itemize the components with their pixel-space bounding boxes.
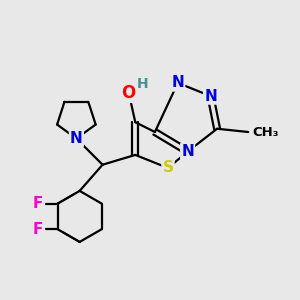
Text: N: N: [70, 131, 83, 146]
Text: F: F: [33, 196, 43, 211]
Text: N: N: [181, 144, 194, 159]
Text: CH₃: CH₃: [252, 125, 279, 139]
Text: H: H: [137, 76, 148, 91]
Text: O: O: [122, 84, 136, 102]
Text: N: N: [204, 88, 217, 104]
Text: S: S: [163, 160, 173, 175]
Text: N: N: [171, 75, 184, 90]
Text: F: F: [33, 222, 43, 237]
